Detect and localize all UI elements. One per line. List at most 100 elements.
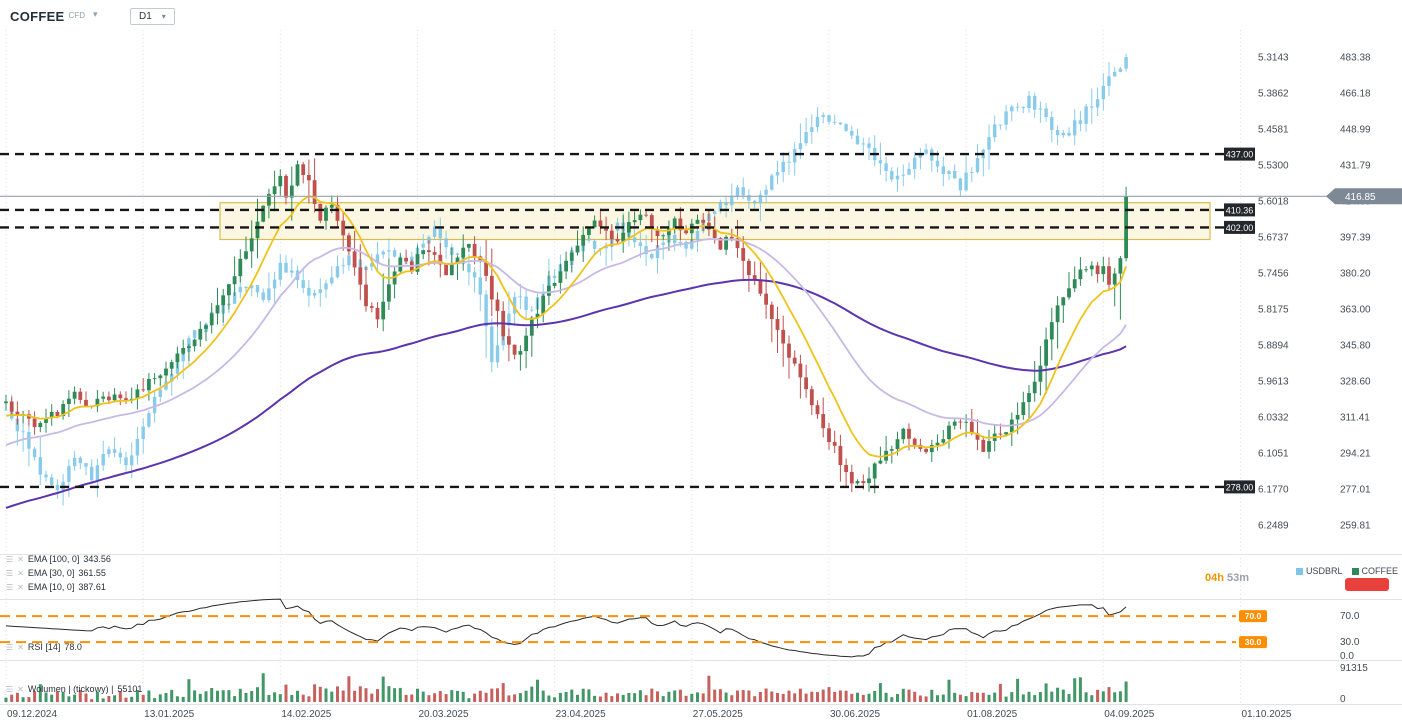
- price-level-label: 410.36: [1226, 205, 1254, 215]
- price-level-badge: [1224, 220, 1255, 234]
- price-level-badge: [1224, 147, 1255, 161]
- price-level-label: 402.00: [1226, 223, 1254, 233]
- instrument-header: COFFEE CFD ▾: [10, 9, 98, 24]
- date-label: 01.10.2025: [1241, 709, 1291, 720]
- legend-coffee-label: COFFEE: [1361, 566, 1399, 576]
- ema10-label: EMA [10, 0]: [27, 582, 75, 592]
- rsi-indicator-row: ☰ ✕ RSI [14] 78.0: [6, 642, 82, 652]
- ema100-indicator-row: ☰ ✕ EMA [100, 0] 343.56: [6, 554, 111, 564]
- usdbrl-axis-label: 5.8894: [1258, 341, 1289, 352]
- date-label: 20.03.2025: [418, 709, 468, 720]
- date-label: 23.04.2025: [556, 709, 606, 720]
- volume-axis-label: 0: [1340, 694, 1346, 705]
- date-label: 14.02.2025: [281, 709, 331, 720]
- coffee-axis-label: 466.18: [1340, 89, 1371, 100]
- close-icon[interactable]: ✕: [17, 582, 24, 592]
- usdbrl-axis-label: 6.2489: [1258, 521, 1289, 532]
- ema100-label: EMA [100, 0]: [27, 554, 80, 564]
- usdbrl-candles: [4, 53, 1128, 506]
- price-level-label: 437.00: [1226, 150, 1254, 160]
- ema10-line: [5, 195, 1127, 458]
- coffee-axis-label: 380.20: [1340, 269, 1371, 280]
- price-level-label: 278.00: [1226, 482, 1254, 492]
- coffee-axis-label: 259.81: [1340, 521, 1371, 532]
- usdbrl-axis-label: 6.0332: [1258, 413, 1289, 424]
- ema30-line: [5, 238, 1127, 446]
- usdbrl-axis-label: 5.9613: [1258, 377, 1289, 388]
- ema10-indicator-row: ☰ ✕ EMA [10, 0] 387.61: [6, 582, 106, 592]
- coffee-axis-label: 294.21: [1340, 449, 1371, 460]
- ema30-indicator-row: ☰ ✕ EMA [30, 0] 361.55: [6, 568, 106, 578]
- rsi-band-badge: [1239, 636, 1267, 649]
- legend-swatch-usdbrl: [1296, 567, 1303, 575]
- price-level-badge: [1224, 480, 1255, 494]
- instrument-symbol[interactable]: COFFEE: [10, 9, 65, 24]
- close-icon[interactable]: ✕: [17, 568, 24, 578]
- ema100-value: 343.56: [83, 554, 111, 564]
- coffee-axis-label: 311.41: [1340, 413, 1370, 424]
- timeframe-value: D1: [139, 11, 152, 22]
- close-icon[interactable]: ✕: [17, 554, 24, 564]
- candle-countdown-timer: 04h 53m: [1205, 572, 1249, 584]
- volume-bars: [4, 673, 1128, 702]
- volume-indicator-row: ☰ ✕ Wolumen | (tickowy) | 55101: [6, 684, 142, 694]
- usdbrl-axis-label: 5.6018: [1258, 197, 1289, 208]
- volume-axis-label: 91315: [1340, 663, 1368, 674]
- usdbrl-axis-label: 6.1770: [1258, 485, 1289, 496]
- volume-value: 55101: [117, 684, 143, 694]
- settings-icon[interactable]: ☰: [6, 568, 14, 578]
- coffee-axis-label: 277.01: [1340, 485, 1371, 496]
- current-price-badge: [1326, 188, 1402, 205]
- coffee-axis-label: 448.99: [1340, 125, 1371, 136]
- legend-usdbrl-label: USDBRL: [1306, 566, 1343, 576]
- usdbrl-axis-label: 6.1051: [1258, 449, 1289, 460]
- chevron-down-icon[interactable]: ▾: [92, 9, 98, 19]
- settings-icon[interactable]: ☰: [6, 554, 14, 564]
- settings-icon[interactable]: ☰: [6, 582, 14, 592]
- rsi-axis-label: 70.0: [1340, 611, 1360, 622]
- settings-icon[interactable]: ☰: [6, 684, 14, 694]
- coffee-axis-label: 345.80: [1340, 341, 1371, 352]
- rsi-line: [5, 598, 1127, 658]
- coffee-axis-label: 431.79: [1340, 161, 1371, 172]
- date-label: 13.01.2025: [144, 709, 194, 720]
- ema10-value: 387.61: [78, 582, 106, 592]
- chevron-down-icon: ▾: [161, 12, 166, 21]
- instrument-type-label: CFD: [68, 11, 85, 20]
- coffee-axis-label: 328.60: [1340, 377, 1371, 388]
- rsi-band-badge-label: 70.0: [1245, 611, 1262, 621]
- settings-icon[interactable]: ☰: [6, 642, 14, 652]
- usdbrl-axis-label: 5.4581: [1258, 125, 1289, 136]
- date-label: 04.09.2025: [1104, 709, 1154, 720]
- usdbrl-axis-label: 5.3862: [1258, 89, 1289, 100]
- timer-minutes: 53m: [1227, 572, 1250, 584]
- date-label: 01.08.2025: [967, 709, 1017, 720]
- legend-item-usdbrl[interactable]: USDBRL: [1296, 566, 1343, 576]
- current-price-value: 416.85: [1345, 192, 1376, 203]
- legend-item-coffee[interactable]: COFFEE: [1351, 566, 1399, 576]
- usdbrl-axis-label: 5.3143: [1258, 53, 1289, 64]
- rsi-axis-label: 0.0: [1340, 651, 1354, 662]
- rsi-value: 78.0: [64, 642, 82, 652]
- series-legend: USDBRL COFFEE: [1296, 566, 1398, 576]
- sell-price-button[interactable]: [1345, 578, 1389, 591]
- usdbrl-axis-label: 5.8175: [1258, 305, 1289, 316]
- rsi-band-badge-label: 30.0: [1245, 637, 1262, 647]
- ema30-value: 361.55: [78, 568, 106, 578]
- coffee-axis-label: 363.00: [1340, 305, 1371, 316]
- ema100-line: [5, 278, 1127, 509]
- legend-swatch-coffee: [1351, 567, 1359, 575]
- date-label: 09.12.2024: [7, 709, 57, 720]
- usdbrl-axis-label: 5.7456: [1258, 269, 1289, 280]
- timer-hours: 04h: [1205, 572, 1224, 584]
- volume-label: Wolumen | (tickowy) |: [27, 684, 114, 694]
- timeframe-select[interactable]: D1 ▾: [130, 8, 175, 25]
- ema30-label: EMA [30, 0]: [27, 568, 75, 578]
- close-icon[interactable]: ✕: [17, 642, 24, 652]
- coffee-axis-label: 397.39: [1340, 233, 1371, 244]
- usdbrl-axis-label: 5.6737: [1258, 233, 1289, 244]
- close-icon[interactable]: ✕: [17, 684, 24, 694]
- rsi-axis-label: 30.0: [1340, 637, 1360, 648]
